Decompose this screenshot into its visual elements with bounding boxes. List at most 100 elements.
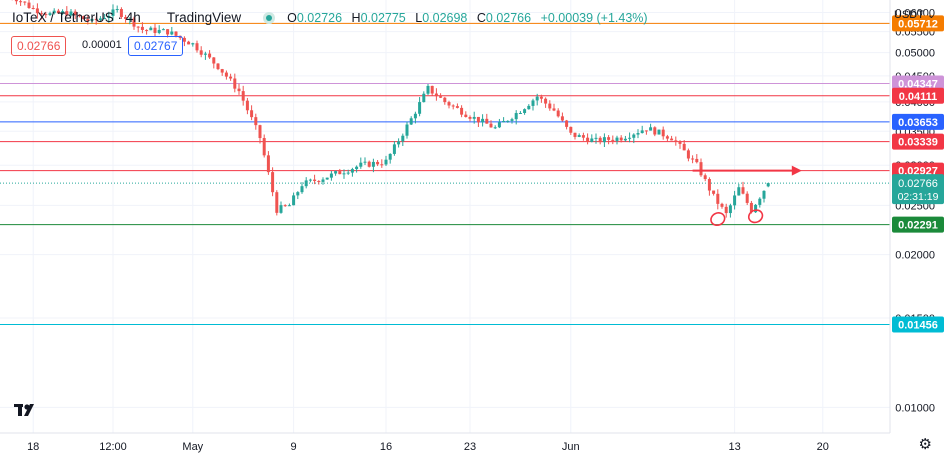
gear-icon[interactable]: ⚙ <box>918 436 932 453</box>
currency-selector[interactable]: USDT ⌄ <box>893 9 936 21</box>
candle-body <box>208 53 212 58</box>
candle-body <box>754 204 758 213</box>
candle-body <box>313 179 317 182</box>
candle-body <box>552 108 556 111</box>
candle-body <box>703 175 707 180</box>
candle-body <box>590 138 594 142</box>
candle-body <box>52 10 56 14</box>
candle-body <box>623 138 627 141</box>
candle-body <box>73 11 77 15</box>
candle-body <box>615 137 619 141</box>
candle-body <box>31 7 35 9</box>
candle-body <box>384 159 388 165</box>
candle-body <box>216 63 220 70</box>
candle-body <box>94 18 98 21</box>
candle-body <box>607 137 611 140</box>
y-tick-label: 0.02000 <box>895 250 935 262</box>
x-tick-label: 16 <box>380 441 392 453</box>
level-price-tag: 0.04347 <box>892 75 944 92</box>
candle-body <box>644 130 648 132</box>
candle-body <box>338 171 342 175</box>
symbol-title[interactable]: IoTeX / TetherUS · 4h <box>12 10 141 25</box>
candle-body <box>460 107 464 115</box>
candle-body <box>745 193 749 203</box>
candle-body <box>548 103 552 109</box>
candle-body <box>367 161 371 167</box>
candle-body <box>556 110 560 117</box>
level-price-tag: 0.02291 <box>892 216 944 233</box>
candle-body <box>161 29 165 31</box>
candle-body <box>649 127 653 131</box>
candle-body <box>355 166 359 170</box>
buy-button[interactable]: 0.02767 <box>128 36 184 56</box>
level-price-label: 0.03339 <box>898 137 938 149</box>
candle-body <box>115 9 119 11</box>
level-price-tag: 0.03653 <box>892 113 944 130</box>
candle-body <box>728 205 732 214</box>
candle-body <box>44 14 48 16</box>
level-price-label: 0.03653 <box>898 117 938 129</box>
candle-body <box>77 14 81 17</box>
candle-body <box>233 78 237 89</box>
candle-body <box>766 183 770 187</box>
candle-body <box>69 11 73 16</box>
candle-body <box>443 97 447 103</box>
x-tick-label: 20 <box>817 441 829 453</box>
candle-body <box>212 57 216 64</box>
level-price-label: 0.02291 <box>898 220 938 232</box>
candle-body <box>275 192 279 213</box>
candle-body <box>535 96 539 101</box>
candle-body <box>397 141 401 145</box>
last-price-label: 0.02766 <box>898 178 938 190</box>
candle-body <box>35 8 39 14</box>
candle-body <box>195 43 199 51</box>
candle-body <box>153 27 157 33</box>
candle-body <box>670 138 674 141</box>
level-price-tag: 0.01456 <box>892 316 944 333</box>
ellipse-annotation <box>710 212 726 227</box>
level-price-tag: 0.04111 <box>892 87 944 104</box>
candle-body <box>560 116 564 121</box>
sell-button[interactable]: 0.02766 <box>11 36 67 56</box>
candle-body <box>695 158 699 163</box>
candle-body <box>241 91 245 101</box>
candle-body <box>371 161 375 167</box>
level-price-label: 0.01456 <box>898 320 938 332</box>
candle-body <box>187 41 191 45</box>
x-tick-label: Jun <box>562 441 580 453</box>
candle-body <box>464 114 468 117</box>
candle-body <box>539 96 543 99</box>
candle-body <box>308 179 312 181</box>
candle-body <box>733 195 737 206</box>
x-tick-label: 13 <box>728 441 740 453</box>
x-tick-label: 23 <box>464 441 476 453</box>
candle-body <box>132 18 136 27</box>
candle-body <box>439 96 443 98</box>
candle-body <box>107 15 111 19</box>
candle-body <box>518 112 522 114</box>
candle-body <box>472 116 476 119</box>
candle-body <box>27 2 31 8</box>
candle-body <box>661 129 665 137</box>
candle-body <box>451 105 455 107</box>
change-value: +0.00039 (+1.43%) <box>540 10 648 25</box>
level-price-tag: 0.03339 <box>892 133 944 150</box>
candle-body <box>602 137 606 143</box>
candle-body <box>174 31 178 36</box>
candle-body <box>23 1 27 3</box>
candle-body <box>497 122 501 128</box>
candle-body <box>300 186 304 193</box>
candle-body <box>598 137 602 143</box>
candle-body <box>691 158 695 160</box>
candle-body <box>283 205 287 207</box>
candle-body <box>489 123 493 128</box>
candle-body <box>510 119 514 121</box>
candle-body <box>317 181 321 183</box>
candle-body <box>182 37 186 42</box>
candle-body <box>145 29 149 31</box>
market-status-icon <box>263 11 276 24</box>
candle-body <box>166 29 170 35</box>
